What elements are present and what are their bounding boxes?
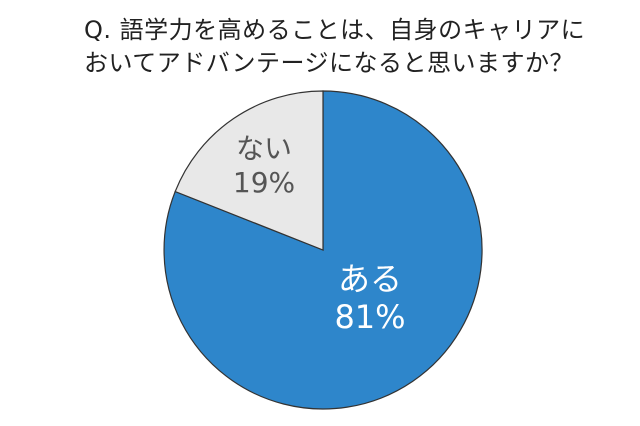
chart-title-line-1: Q. 語学力を高めることは、自身のキャリアに <box>84 16 586 44</box>
pie-slice-no <box>174 90 324 251</box>
slice-label-yes-name: ある <box>337 260 402 298</box>
slice-label-yes-value: 81% <box>334 298 406 336</box>
slice-label-yes: ある 81% <box>318 260 422 336</box>
slice-label-no-name: ない <box>235 132 292 165</box>
slice-label-no-value: 19% <box>232 166 296 199</box>
chart-title-line-2: おいてアドバンテージになると思いますか？ <box>84 49 574 77</box>
slice-label-no: ない 19% <box>222 132 306 200</box>
chart-title: Q. 語学力を高めることは、自身のキャリアに おいてアドバンテージになると思いま… <box>84 14 586 80</box>
